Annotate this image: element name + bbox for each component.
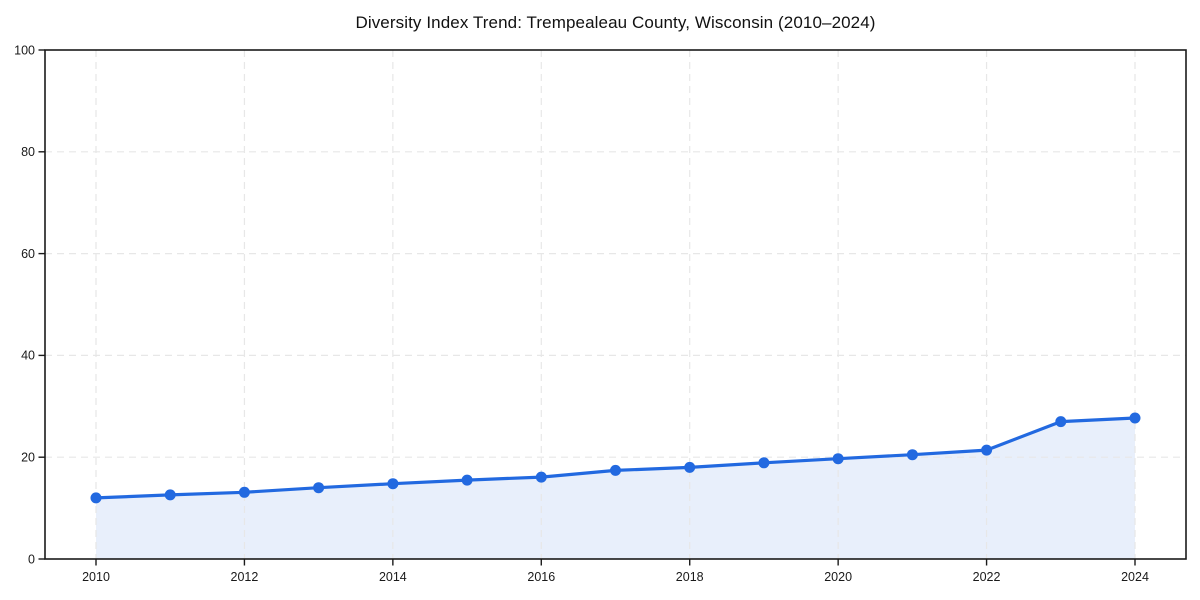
- data-point-2017: [610, 464, 621, 476]
- data-point-2021: [906, 449, 918, 461]
- y-tick-label: 20: [21, 451, 35, 465]
- x-tick-label: 2022: [973, 570, 1001, 584]
- y-tick-label: 80: [21, 145, 35, 159]
- x-tick-label: 2016: [527, 570, 555, 584]
- y-tick-label: 60: [21, 247, 35, 261]
- y-tick-label: 0: [28, 552, 35, 566]
- data-point-2012: [238, 486, 250, 498]
- x-tick-label: 2020: [824, 570, 852, 584]
- data-point-2015: [461, 474, 473, 486]
- x-tick-label: 2024: [1121, 570, 1149, 584]
- x-tick-label: 2010: [82, 570, 110, 584]
- data-point-2014: [387, 478, 399, 490]
- plot-border: [44, 49, 1187, 560]
- data-point-2010: [90, 492, 102, 504]
- data-point-2023: [1055, 416, 1067, 428]
- y-tick-label: 100: [14, 43, 35, 57]
- data-point-2020: [832, 453, 844, 465]
- data-point-2019: [758, 457, 770, 469]
- data-point-2024: [1129, 412, 1141, 424]
- data-point-2013: [313, 482, 325, 494]
- data-point-2022: [981, 444, 993, 456]
- x-tick-label: 2012: [231, 570, 259, 584]
- data-point-2016: [535, 471, 547, 483]
- data-point-2011: [164, 489, 176, 501]
- x-tick-label: 2018: [676, 570, 704, 584]
- chart-title: Diversity Index Trend: Trempealeau Count…: [355, 13, 876, 32]
- data-point-2018: [684, 461, 696, 473]
- area-fill: [96, 418, 1135, 559]
- y-tick-label: 40: [21, 349, 35, 363]
- x-tick-label: 2014: [379, 570, 407, 584]
